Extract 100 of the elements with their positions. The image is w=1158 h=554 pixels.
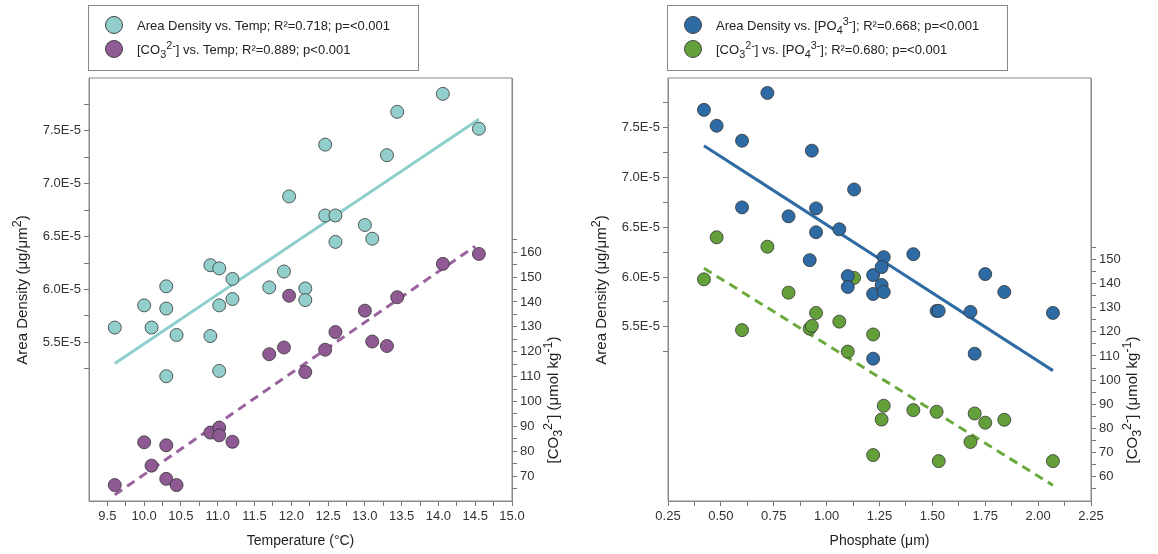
- y-tick-label: 7.5E-5: [42, 122, 81, 138]
- point: [963, 435, 978, 449]
- point: [328, 325, 343, 339]
- x-tick-label: 11.0: [205, 508, 230, 524]
- point: [866, 327, 881, 342]
- y2-tick-label: 120: [1099, 323, 1121, 339]
- x-tick-label: 0.25: [655, 508, 681, 524]
- x-axis-title: Temperature (°C): [246, 532, 355, 549]
- point: [282, 189, 296, 204]
- point: [282, 288, 296, 303]
- point: [967, 346, 982, 361]
- x-tick-label: 1.75: [972, 508, 998, 524]
- point: [318, 342, 333, 357]
- x-tick-label: 0.75: [761, 508, 787, 524]
- point: [212, 428, 227, 443]
- y2-tick-label: 80: [1099, 420, 1114, 436]
- point: [144, 320, 159, 335]
- point: [225, 292, 240, 306]
- y2-tick-label: 80: [520, 442, 535, 458]
- point: [876, 285, 891, 299]
- x-tick-label: 2.00: [1025, 508, 1051, 524]
- point: [144, 458, 159, 473]
- x-tick-label: 14.5: [462, 508, 488, 524]
- point: [874, 412, 889, 427]
- y-tick-label: 7.0E-5: [621, 169, 660, 185]
- point: [781, 285, 796, 300]
- point: [107, 320, 122, 335]
- y2-tick-label: 100: [1099, 371, 1121, 387]
- x-tick-label: 1.25: [866, 508, 893, 524]
- legend-label: [CO$_{3}$$^{2-}$] vs. Temp; R²=0.889; p<0.001: [137, 38, 351, 60]
- point: [390, 104, 405, 119]
- point: [212, 261, 227, 276]
- point: [866, 351, 881, 366]
- point: [159, 438, 174, 453]
- y-tick-label: 7.5E-5: [621, 119, 660, 135]
- y2-tick-label: 140: [520, 293, 542, 309]
- y2-tick-label: 100: [520, 393, 542, 409]
- point: [963, 304, 978, 319]
- y-tick-label: 6.0E-5: [42, 281, 81, 297]
- point: [380, 148, 394, 163]
- point: [840, 280, 855, 294]
- x-tick-label: 10.5: [168, 508, 194, 524]
- point: [809, 306, 823, 320]
- point: [212, 298, 227, 313]
- point: [967, 406, 982, 421]
- x-tick-label: 13.0: [352, 508, 378, 524]
- x-tick-label: 15.0: [499, 508, 525, 524]
- y-tick-label: 6.0E-5: [621, 268, 660, 284]
- point: [874, 260, 889, 275]
- y2-tick-label: 110: [520, 368, 541, 384]
- x-tick-label: 2.25: [1078, 508, 1104, 524]
- point: [804, 143, 819, 158]
- point: [328, 235, 343, 249]
- y-tick-label: 5.5E-5: [42, 333, 81, 349]
- point: [169, 478, 184, 492]
- y-tick-label: 7.0E-5: [42, 175, 81, 191]
- point: [472, 121, 486, 136]
- point: [760, 86, 775, 100]
- y2-tick-label: 90: [1099, 395, 1114, 411]
- point: [978, 267, 993, 281]
- point: [1046, 305, 1060, 320]
- point: [840, 344, 855, 359]
- x-tick-label: 1.00: [813, 508, 840, 524]
- point: [225, 272, 240, 286]
- point: [866, 448, 881, 462]
- point: [390, 290, 405, 305]
- point: [697, 102, 711, 117]
- x-tick-label: 11.5: [242, 508, 267, 524]
- point: [802, 253, 817, 268]
- point: [735, 323, 749, 338]
- y2-tick-label: 140: [1099, 275, 1121, 291]
- point: [832, 314, 847, 329]
- point: [906, 247, 921, 262]
- point: [137, 298, 152, 313]
- point: [107, 478, 122, 492]
- point: [169, 328, 184, 342]
- y2-tick-label: 150: [1099, 250, 1121, 266]
- point: [298, 281, 313, 296]
- point: [262, 347, 277, 362]
- point: [435, 86, 450, 101]
- y-tick-label: 5.5E-5: [621, 318, 660, 334]
- y2-tick-label: 130: [520, 318, 542, 334]
- point: [328, 208, 343, 223]
- point: [1046, 454, 1060, 469]
- x-tick-label: 13.5: [389, 508, 415, 524]
- y2-tick-label: 120: [520, 343, 542, 359]
- x-tick-label: 12.0: [278, 508, 304, 524]
- y-tick-label: 6.5E-5: [42, 228, 81, 244]
- point: [298, 365, 313, 380]
- legend-label: [CO$_{3}$$^{2-}$] vs. [PO$_{4}$$^{3-}$]; R²=0.680; p=<0.001: [716, 38, 948, 60]
- x-axis-title: Phosphate (μm): [829, 532, 930, 549]
- point: [866, 268, 881, 282]
- point: [709, 118, 724, 133]
- point: [832, 222, 847, 237]
- x-tick-label: 1.50: [919, 508, 946, 524]
- y2-tick-label: 110: [1099, 347, 1120, 363]
- point: [365, 231, 380, 246]
- point: [435, 256, 450, 271]
- point: [472, 247, 486, 261]
- point: [906, 403, 921, 418]
